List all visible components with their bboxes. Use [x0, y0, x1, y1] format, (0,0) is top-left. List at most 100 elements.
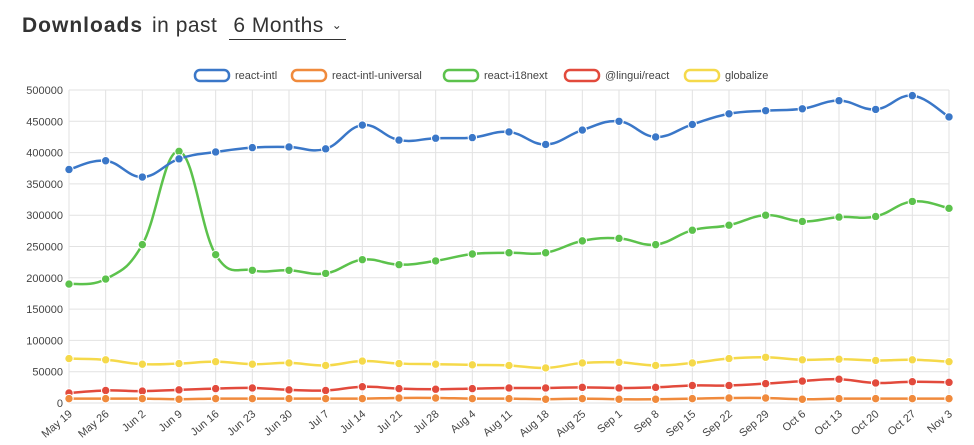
data-point: [210, 383, 221, 394]
data-point: [907, 90, 918, 101]
data-point: [394, 358, 404, 369]
data-point: [614, 233, 624, 244]
data-point: [430, 133, 441, 143]
data-point: [174, 154, 184, 164]
x-tick-label: May 19: [40, 408, 75, 440]
y-tick-label: 400000: [26, 148, 63, 160]
x-tick-label: Aug 11: [481, 408, 515, 439]
data-point: [247, 383, 258, 393]
data-point: [467, 249, 478, 259]
data-point: [614, 383, 624, 393]
data-point: [870, 378, 881, 388]
data-point: [64, 353, 74, 364]
data-point: [944, 377, 954, 388]
data-point: [174, 394, 184, 404]
data-point: [210, 147, 221, 157]
y-tick-label: 100000: [26, 335, 63, 347]
data-point: [650, 132, 661, 142]
legend-item-globalize[interactable]: globalize: [683, 68, 768, 83]
data-point: [540, 363, 551, 373]
data-point: [944, 393, 954, 404]
data-point: [100, 355, 111, 365]
legend-swatch: [563, 68, 601, 83]
data-point: [760, 105, 771, 116]
legend-label: react-i18next: [484, 70, 548, 82]
data-point: [724, 353, 734, 364]
data-point: [100, 156, 111, 166]
data-point: [430, 359, 441, 369]
data-point: [284, 385, 294, 395]
legend-item-react-intl[interactable]: react-intl: [193, 68, 277, 83]
series-react-intl-universal: [64, 393, 954, 404]
x-tick-label: Oct 13: [812, 408, 845, 438]
data-point: [834, 393, 844, 404]
data-point: [64, 393, 74, 404]
data-point: [797, 394, 808, 404]
page-title-suffix: in past: [152, 14, 218, 37]
legend-label: react-intl-universal: [332, 70, 422, 82]
data-point: [430, 393, 441, 403]
x-tick-label: Nov 3: [925, 408, 955, 436]
x-tick-label: Jul 7: [306, 408, 332, 432]
legend-swatch: [290, 68, 328, 83]
y-tick-label: 0: [57, 398, 63, 410]
chart-series: [64, 90, 954, 404]
data-point: [797, 355, 808, 365]
data-point: [797, 216, 808, 227]
x-tick-label: Aug 25: [554, 408, 588, 440]
downloads-header: Downloads in past 6 Months ⌄: [22, 14, 347, 40]
data-point: [577, 236, 588, 246]
data-point: [394, 383, 404, 394]
data-point: [64, 164, 74, 175]
data-point: [137, 239, 148, 250]
data-point: [100, 274, 111, 284]
data-point: [394, 135, 404, 145]
data-point: [870, 393, 881, 404]
data-point: [100, 385, 111, 396]
period-select[interactable]: 6 Months ⌄: [229, 14, 347, 40]
data-point: [760, 378, 771, 389]
x-tick-label: Sep 15: [664, 408, 698, 440]
legend-swatch: [442, 68, 480, 83]
x-tick-label: Jul 28: [411, 408, 441, 436]
data-point: [247, 359, 258, 369]
data-point: [577, 382, 588, 393]
data-point: [504, 127, 514, 137]
data-point: [504, 393, 514, 404]
x-tick-label: Jun 30: [262, 408, 295, 438]
y-tick-label: 350000: [26, 179, 63, 191]
chart-grid: [68, 89, 950, 404]
data-point: [430, 384, 441, 394]
y-tick-label: 50000: [32, 367, 63, 379]
legend-item-react-intl-universal[interactable]: react-intl-universal: [290, 68, 422, 83]
data-point: [247, 393, 258, 404]
data-point: [540, 383, 551, 393]
series-react-intl: [64, 90, 954, 182]
x-tick-label: Oct 20: [849, 408, 882, 438]
data-point: [834, 95, 844, 106]
data-point: [504, 360, 514, 371]
y-axis: 0 50000 100000 150000 200000 250000 300000 3500…: [26, 85, 63, 410]
data-point: [797, 376, 808, 386]
data-point: [577, 393, 588, 404]
legend-swatch: [683, 68, 721, 83]
legend-item-react-i18next[interactable]: react-i18next: [442, 68, 548, 83]
data-point: [907, 377, 918, 387]
data-point: [870, 211, 881, 222]
data-point: [100, 393, 111, 404]
x-tick-label: May 26: [76, 408, 111, 440]
data-point: [944, 203, 954, 214]
legend-item-lingui-react[interactable]: @lingui/react: [563, 68, 669, 83]
data-point: [357, 356, 368, 366]
data-point: [430, 256, 441, 266]
data-point: [467, 360, 478, 370]
legend-label: globalize: [725, 70, 768, 82]
x-tick-label: Sep 8: [632, 408, 662, 436]
data-point: [320, 360, 331, 371]
data-point: [357, 120, 368, 130]
x-tick-label: Jul 21: [375, 408, 405, 436]
x-axis: May 19 May 26 Jun 2 Jun 9 Jun 16 Jun 23 Jun 30…: [40, 408, 955, 440]
x-tick-label: Jun 16: [189, 408, 222, 438]
data-point: [357, 382, 368, 392]
